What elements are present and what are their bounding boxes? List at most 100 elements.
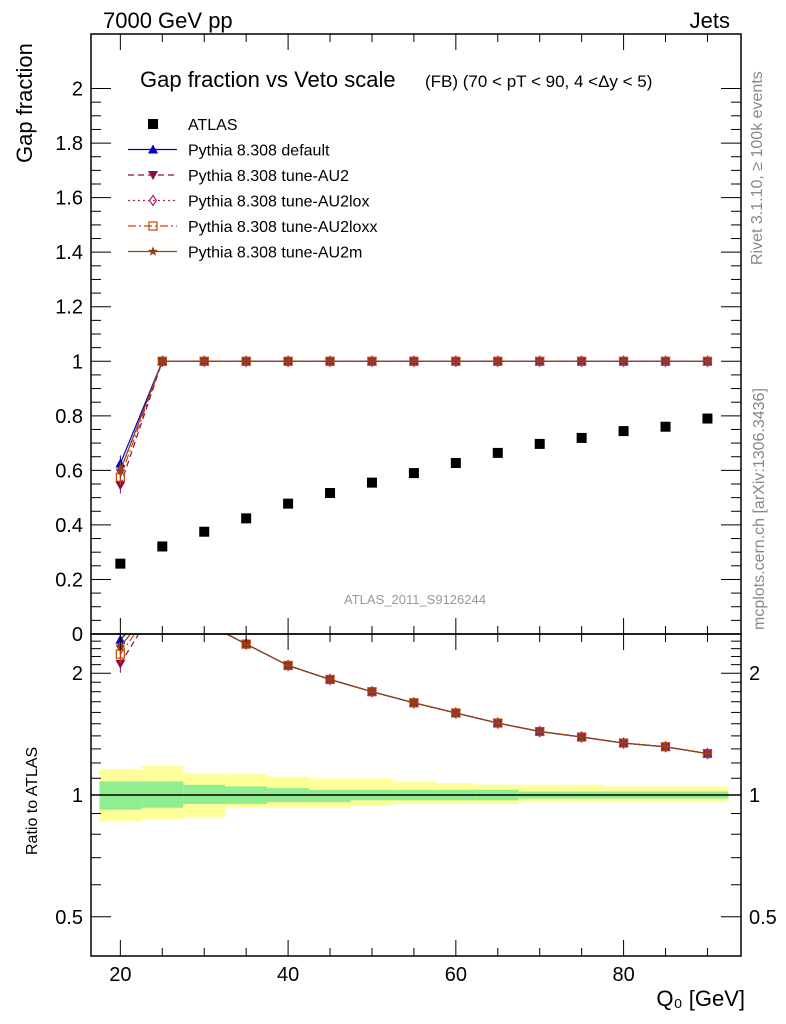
ratio-line (119, 634, 708, 755)
data-point (576, 356, 587, 366)
legend-item: Pythia 8.308 tune-AU2 (128, 168, 349, 185)
ratio-series-pythia-8-308-default (115, 590, 713, 758)
series-line (119, 360, 708, 478)
data-point (409, 356, 419, 366)
ratio-point (115, 659, 126, 669)
legend-item: Pythia 8.308 tune-AU2m (128, 245, 362, 262)
data-point (241, 513, 252, 524)
ratio-line (119, 634, 708, 755)
y-tick-label: 0.2 (55, 569, 83, 591)
legend-marker (148, 144, 158, 154)
ratio-point (534, 726, 545, 736)
ratio-point (157, 590, 167, 599)
series-pythia-8-308-tune-au2loxx (115, 356, 713, 486)
y-tick-label: 0.8 (55, 406, 83, 428)
ratio-point (157, 591, 167, 600)
data-point (325, 488, 336, 498)
header-left: 7000 GeV pp (103, 8, 233, 33)
data-point (618, 426, 629, 437)
ratio-point (157, 590, 167, 599)
mcplots-label: mcplots.cern.ch [arXiv:1306.3436] (751, 388, 768, 630)
ratio-series-pythia-8-308-tune-au2lox (116, 590, 712, 760)
data-point (492, 447, 503, 458)
ratio-y-tick-label: 2 (72, 663, 83, 685)
ratio-point (618, 737, 629, 748)
legend-item: Pythia 8.308 default (128, 143, 330, 160)
y-tick-label: 0.4 (55, 515, 83, 537)
ratio-series-pythia-8-308-tune-au2m (115, 590, 713, 758)
legend-label: Pythia 8.308 tune-AU2loxx (188, 219, 377, 236)
ratio-series-pythia-8-308-tune-au2 (115, 591, 713, 759)
data-point (367, 356, 377, 366)
header-right: Jets (690, 8, 730, 33)
legend-label: ATLAS (188, 117, 238, 134)
main-panel: Gap fraction vs Veto scale (FB) (70 < pT… (12, 33, 742, 646)
x-tick-label: 80 (612, 964, 634, 986)
data-point (660, 421, 671, 432)
data-point (618, 356, 629, 366)
data-point (576, 432, 587, 443)
ratio-line (119, 634, 708, 755)
data-point (283, 498, 294, 509)
legend-marker (148, 119, 158, 129)
ratio-frame (90, 633, 742, 957)
series-line (119, 360, 708, 486)
data-point (325, 356, 335, 366)
ratio-series-pythia-8-308-tune-au2loxx (115, 591, 713, 759)
ratio-point (200, 618, 208, 626)
series-line (119, 360, 708, 471)
y-tick-label: 0 (72, 624, 83, 646)
data-point (450, 458, 461, 468)
series-pythia-8-308-default (115, 356, 713, 472)
data-point (199, 356, 210, 366)
legend-label: Pythia 8.308 default (188, 143, 330, 160)
legend-label: Pythia 8.308 tune-AU2m (188, 245, 362, 262)
ratio-line (119, 634, 708, 755)
x-tick-label: 60 (445, 964, 467, 986)
data-point (702, 413, 713, 424)
ratio-point (660, 741, 671, 751)
main-subtitle: (FB) (70 < pT < 90, 4 <Δy < 5) (425, 72, 652, 91)
series-pythia-8-308-tune-au2lox (116, 355, 712, 479)
ratio-y-tick-label-right: 1 (749, 785, 760, 807)
ratio-point (325, 674, 335, 684)
ratio-point (283, 660, 293, 670)
ratio-point (199, 617, 209, 626)
rivet-label: Rivet 3.1.10, ≥ 100k events (749, 71, 766, 265)
ratio-y-tick-label-right: 2 (749, 663, 760, 685)
y-axis-label: Gap fraction (12, 43, 37, 163)
data-point (702, 356, 713, 366)
data-point (115, 481, 126, 491)
ratio-point (201, 617, 208, 627)
legend-marker (148, 221, 158, 231)
y-tick-label: 2 (72, 79, 83, 101)
ratio-y-tick-label: 1 (72, 785, 83, 807)
data-point (534, 356, 545, 366)
legend-marker (148, 194, 158, 207)
y-tick-label: 1.4 (55, 242, 83, 264)
ratio-point (702, 748, 713, 758)
y-tick-label: 0.6 (55, 460, 83, 482)
ratio-point (450, 707, 461, 718)
x-tick-label: 40 (277, 964, 299, 986)
ratio-point (159, 590, 166, 600)
legend-item: Pythia 8.308 tune-AU2lox (128, 194, 369, 211)
series-atlas (115, 413, 713, 569)
legend-marker (148, 246, 158, 256)
legend-label: Pythia 8.308 tune-AU2lox (188, 194, 369, 211)
legend: ATLAS Pythia 8.308 default Pythia 8.308 tu… (128, 117, 377, 262)
x-axis-label: Q₀ [GeV] (656, 986, 745, 1011)
y-tick-label: 1.2 (55, 297, 83, 319)
legend-item: Pythia 8.308 tune-AU2loxx (128, 219, 377, 236)
data-point (660, 356, 671, 366)
series-line (119, 360, 708, 464)
ratio-point (367, 686, 377, 696)
data-point (115, 558, 126, 569)
ratio-y-axis-label: Ratio to ATLAS (24, 747, 41, 855)
data-point (492, 356, 503, 366)
data-point (157, 541, 168, 552)
ratio-point (158, 591, 166, 599)
series-line (119, 360, 708, 471)
ratio-y-tick-label-right: 0.5 (749, 907, 777, 929)
